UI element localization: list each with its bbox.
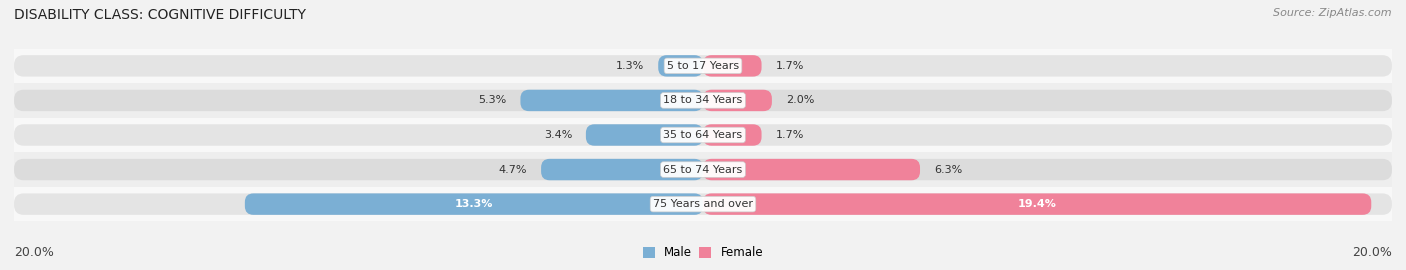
FancyBboxPatch shape (703, 159, 920, 180)
FancyBboxPatch shape (14, 152, 1392, 187)
FancyBboxPatch shape (520, 90, 703, 111)
Legend: Male, Female: Male, Female (638, 242, 768, 264)
FancyBboxPatch shape (14, 159, 1392, 180)
FancyBboxPatch shape (14, 124, 1392, 146)
Text: 13.3%: 13.3% (454, 199, 494, 209)
FancyBboxPatch shape (14, 49, 1392, 83)
FancyBboxPatch shape (586, 124, 703, 146)
FancyBboxPatch shape (14, 90, 1392, 111)
FancyBboxPatch shape (703, 124, 762, 146)
Text: 20.0%: 20.0% (1353, 246, 1392, 259)
FancyBboxPatch shape (14, 83, 1392, 118)
FancyBboxPatch shape (703, 90, 772, 111)
Text: 19.4%: 19.4% (1018, 199, 1056, 209)
FancyBboxPatch shape (14, 193, 1392, 215)
Text: 20.0%: 20.0% (14, 246, 53, 259)
FancyBboxPatch shape (245, 193, 703, 215)
Text: 65 to 74 Years: 65 to 74 Years (664, 164, 742, 175)
Text: 75 Years and over: 75 Years and over (652, 199, 754, 209)
Text: 35 to 64 Years: 35 to 64 Years (664, 130, 742, 140)
Text: DISABILITY CLASS: COGNITIVE DIFFICULTY: DISABILITY CLASS: COGNITIVE DIFFICULTY (14, 8, 307, 22)
FancyBboxPatch shape (541, 159, 703, 180)
FancyBboxPatch shape (14, 55, 1392, 77)
Text: 4.7%: 4.7% (499, 164, 527, 175)
Text: 1.7%: 1.7% (775, 130, 804, 140)
Text: 5.3%: 5.3% (478, 95, 506, 106)
FancyBboxPatch shape (14, 118, 1392, 152)
FancyBboxPatch shape (14, 187, 1392, 221)
Text: 5 to 17 Years: 5 to 17 Years (666, 61, 740, 71)
Text: 1.7%: 1.7% (775, 61, 804, 71)
FancyBboxPatch shape (703, 55, 762, 77)
Text: 1.3%: 1.3% (616, 61, 644, 71)
FancyBboxPatch shape (658, 55, 703, 77)
Text: 3.4%: 3.4% (544, 130, 572, 140)
Text: 6.3%: 6.3% (934, 164, 962, 175)
Text: 18 to 34 Years: 18 to 34 Years (664, 95, 742, 106)
Text: 2.0%: 2.0% (786, 95, 814, 106)
Text: Source: ZipAtlas.com: Source: ZipAtlas.com (1274, 8, 1392, 18)
FancyBboxPatch shape (703, 193, 1371, 215)
